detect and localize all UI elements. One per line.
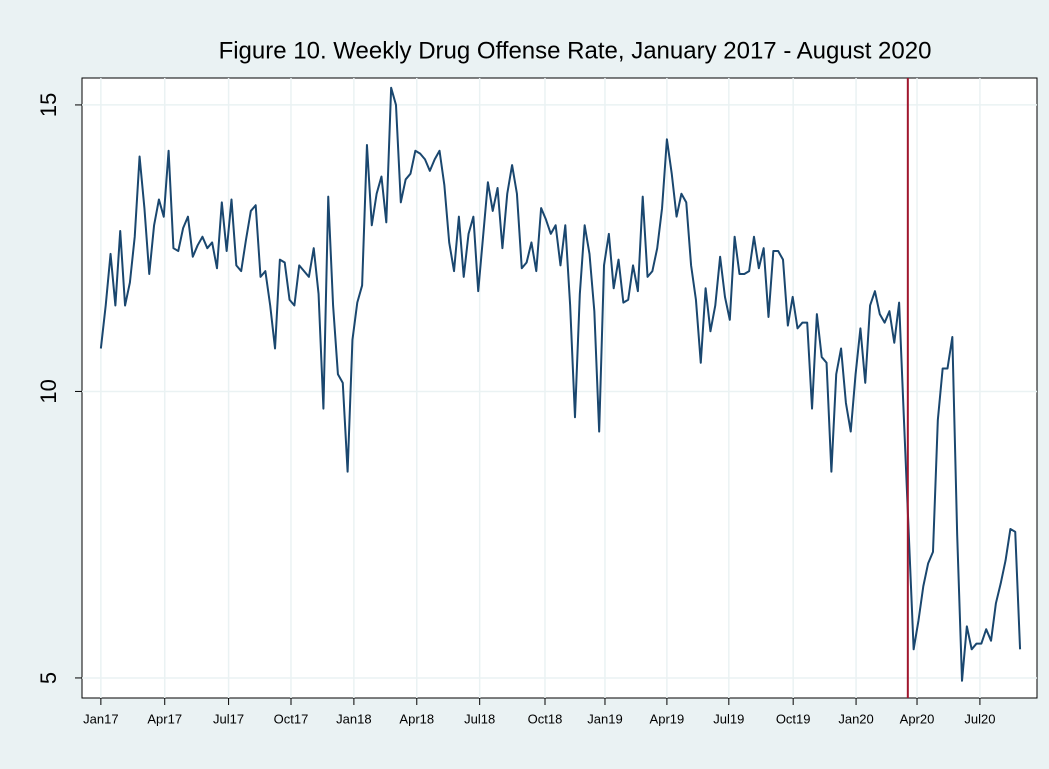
x-tick-label: Apr17 [147,711,182,726]
x-tick-label: Apr18 [399,711,434,726]
x-tick-label: Jan17 [83,711,118,726]
x-tick-label: Jul20 [964,711,995,726]
x-tick-label: Jul18 [464,711,495,726]
y-tick-label: 15 [36,93,61,117]
x-tick-label: Jul17 [213,711,244,726]
x-tick-label: Oct19 [776,711,811,726]
x-tick-label: Oct17 [274,711,309,726]
plot-area [81,77,1038,699]
x-tick-label: Jan19 [587,711,622,726]
y-tick-label: 10 [36,379,61,403]
x-tick-label: Apr19 [650,711,685,726]
chart-title: Figure 10. Weekly Drug Offense Rate, Jan… [219,37,932,64]
x-tick-label: Jan18 [336,711,371,726]
y-tick-label: 5 [36,672,61,684]
x-tick-label: Oct18 [528,711,563,726]
data-line [99,86,1022,682]
x-tick-label: Apr20 [900,711,935,726]
x-tick-label: Jan20 [838,711,873,726]
x-tick-label: Jul19 [713,711,744,726]
